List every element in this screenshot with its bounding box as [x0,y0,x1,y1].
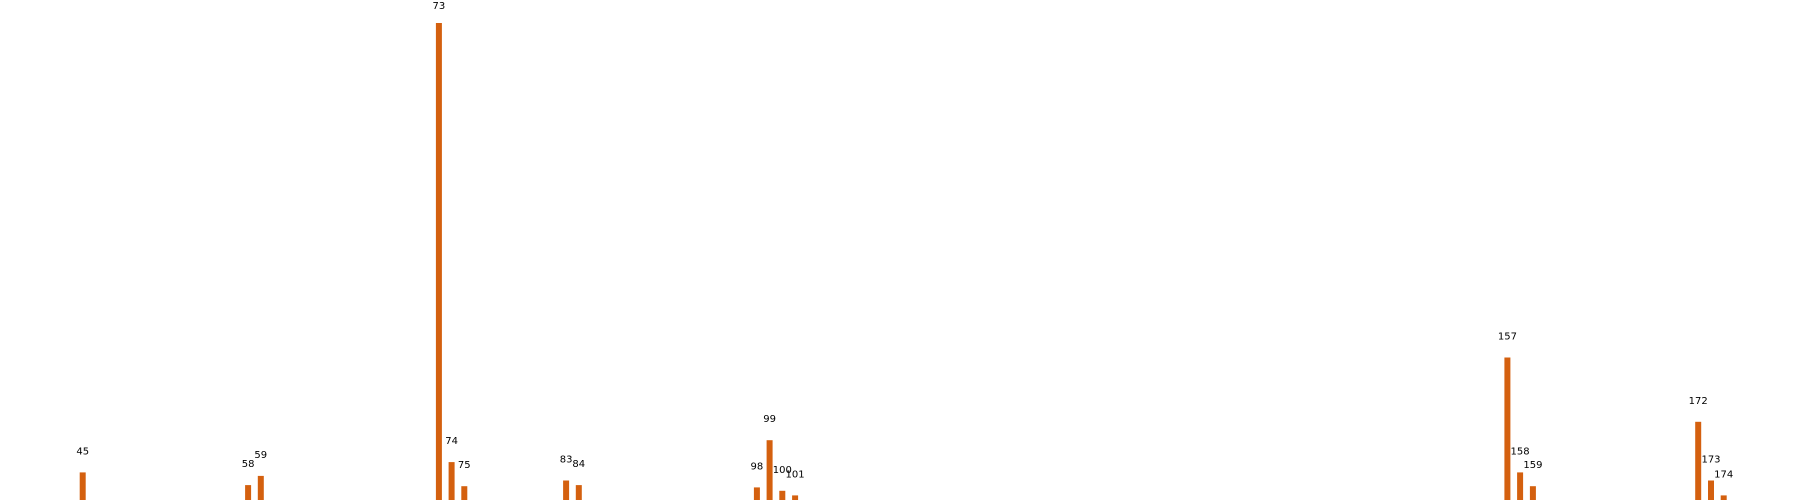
bar-84 [575,485,582,500]
bar-100 [779,490,786,500]
bar-label-84: 84 [572,459,585,470]
bar-58 [245,485,252,500]
bar-label-159: 159 [1523,460,1542,471]
bar-label-101: 101 [786,469,805,480]
bar-label-98: 98 [751,461,764,472]
bar-label-174: 174 [1714,469,1733,480]
bar-label-99: 99 [763,414,776,425]
bar-158 [1517,472,1524,500]
bar-label-172: 172 [1689,396,1708,407]
bar-75 [461,486,468,500]
bar-label-73: 73 [433,1,446,12]
bar-label-158: 158 [1511,446,1530,457]
bar-label-74: 74 [445,436,458,447]
bar-label-58: 58 [242,459,255,470]
bar-101 [792,495,799,500]
bar-label-173: 173 [1701,455,1720,466]
bar-label-83: 83 [560,455,573,466]
bar-label-59: 59 [254,450,267,461]
bar-83 [563,480,570,500]
bar-label-75: 75 [458,460,471,471]
bar-99 [766,440,773,500]
bar-group [79,23,1727,500]
bar-45 [79,472,86,500]
bar-label-157: 157 [1498,332,1517,343]
bar-59 [257,475,264,500]
bar-173 [1708,480,1714,500]
bar-157 [1504,357,1511,500]
bar-73 [435,23,442,500]
bar-159 [1529,486,1536,500]
bar-172 [1695,421,1702,500]
bar-74 [448,462,455,500]
bar-label-45: 45 [76,446,89,457]
bar-174 [1720,495,1727,500]
bar-98 [753,487,760,500]
bar-label-100: 100 [773,465,792,476]
